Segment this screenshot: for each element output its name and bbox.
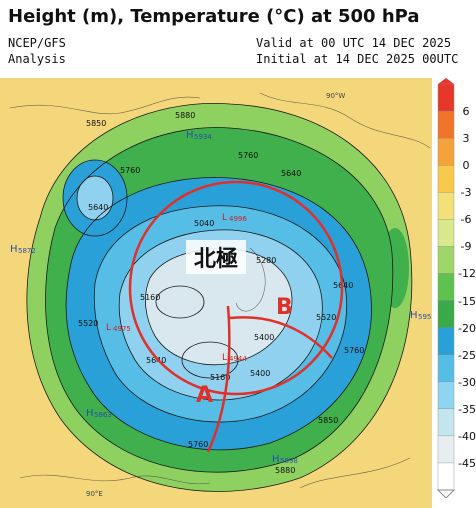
marker-a-label: A bbox=[196, 383, 213, 408]
contour-label: 5760 bbox=[188, 440, 208, 449]
high-value: 5872 bbox=[18, 247, 36, 255]
colorbar-cell bbox=[437, 246, 455, 275]
colorbar-cell bbox=[437, 192, 455, 221]
contour-label: 5850 bbox=[86, 119, 106, 128]
colorbar-tick-label: -25 bbox=[458, 348, 476, 362]
north-pole-label: 北極 bbox=[194, 246, 238, 272]
contour-label: 5640 bbox=[88, 203, 108, 212]
page-title: Height (m), Temperature (°C) at 500 hPa bbox=[8, 6, 420, 27]
contour-label: 5520 bbox=[316, 313, 336, 322]
low-value: 4944 bbox=[229, 355, 247, 363]
colorbar-tick-label: -20 bbox=[458, 321, 476, 335]
annotation-arrows bbox=[206, 305, 333, 453]
colorbar-tick-label: -6 bbox=[460, 213, 472, 227]
colorbar-cell bbox=[437, 110, 455, 139]
colorbar-cell bbox=[437, 137, 455, 166]
high-label: H bbox=[272, 454, 280, 465]
polar-map: 5850 5880 5760 5760 5640 5640 5520 5400 … bbox=[0, 78, 432, 508]
high-value: 5957 bbox=[418, 313, 432, 321]
colorbar-tick-label: 0 bbox=[462, 159, 470, 173]
high-label: H bbox=[410, 310, 418, 321]
contour-label: 5280 bbox=[256, 256, 276, 265]
colorbar-tick-label: -3 bbox=[460, 186, 472, 200]
colorbar-cell bbox=[437, 300, 455, 329]
contour-label: 5400 bbox=[254, 333, 274, 342]
colorbar-tick-label: -35 bbox=[458, 402, 476, 416]
contour-label: 5520 bbox=[78, 319, 98, 328]
high-label: H bbox=[86, 408, 94, 419]
contour-label: 5040 bbox=[194, 219, 214, 228]
low-label: L bbox=[106, 323, 111, 333]
contour-label: 5760 bbox=[120, 166, 140, 175]
colorbar-tick-label: -12 bbox=[458, 267, 476, 281]
valid-time: Valid at 00 UTC 14 DEC 2025 bbox=[256, 36, 452, 50]
colorbar-cell bbox=[437, 273, 455, 302]
colorbar bbox=[436, 78, 456, 498]
high-value: 5934 bbox=[194, 133, 212, 141]
contour-label: 5760 bbox=[344, 346, 364, 355]
colorbar-cell bbox=[437, 219, 455, 248]
contour-label: 5880 bbox=[175, 111, 195, 120]
lon-label-90e: 90°E bbox=[86, 490, 103, 498]
colorbar-tick-label: -30 bbox=[458, 375, 476, 389]
low-label: L bbox=[222, 213, 227, 223]
data-source: NCEP/GFS bbox=[8, 36, 66, 50]
colorbar-cell bbox=[437, 327, 455, 356]
contour-label: 5850 bbox=[318, 416, 338, 425]
colorbar-cell bbox=[437, 462, 455, 491]
lon-label-90w: 90°W bbox=[326, 92, 345, 100]
contour-label: 5640 bbox=[281, 169, 301, 178]
colorbar-cell bbox=[437, 435, 455, 464]
colorbar-tick-label: -45 bbox=[458, 456, 476, 470]
high-label: H bbox=[10, 244, 18, 255]
colorbar-arrow-bottom bbox=[436, 489, 456, 498]
colorbar-cell bbox=[437, 83, 455, 112]
contour-label: 5880 bbox=[275, 466, 295, 475]
high-value: 5863 bbox=[94, 411, 112, 419]
annotation-circle bbox=[128, 180, 344, 396]
low-value: 4975 bbox=[113, 325, 131, 333]
marker-b-label: B bbox=[276, 295, 293, 320]
high-label: H bbox=[186, 130, 194, 141]
colorbar-tick-label: 6 bbox=[462, 105, 470, 119]
analysis-type: Analysis bbox=[8, 52, 66, 66]
colorbar-tick-label: -9 bbox=[460, 240, 472, 254]
low-value: 4996 bbox=[229, 215, 247, 223]
initial-time: Initial at 14 DEC 2025 00UTC bbox=[256, 52, 459, 66]
high-value: 5898 bbox=[280, 457, 298, 465]
contour-label: 5160 bbox=[210, 373, 230, 382]
contour-label: 5640 bbox=[146, 356, 166, 365]
colorbar-tick-label: -15 bbox=[458, 294, 476, 308]
colorbar-cell bbox=[437, 408, 455, 437]
colorbar-cell bbox=[437, 164, 455, 193]
low-label: L bbox=[222, 353, 227, 363]
contour-label: 5160 bbox=[140, 293, 160, 302]
contour-label: 5400 bbox=[250, 369, 270, 378]
colorbar-tick-label: -40 bbox=[458, 429, 476, 443]
colorbar-tick-label: 3 bbox=[462, 132, 470, 146]
contour-label: 5760 bbox=[238, 151, 258, 160]
colorbar-arrow-top bbox=[438, 78, 454, 84]
colorbar-cell bbox=[437, 381, 455, 410]
colorbar-cell bbox=[437, 354, 455, 383]
